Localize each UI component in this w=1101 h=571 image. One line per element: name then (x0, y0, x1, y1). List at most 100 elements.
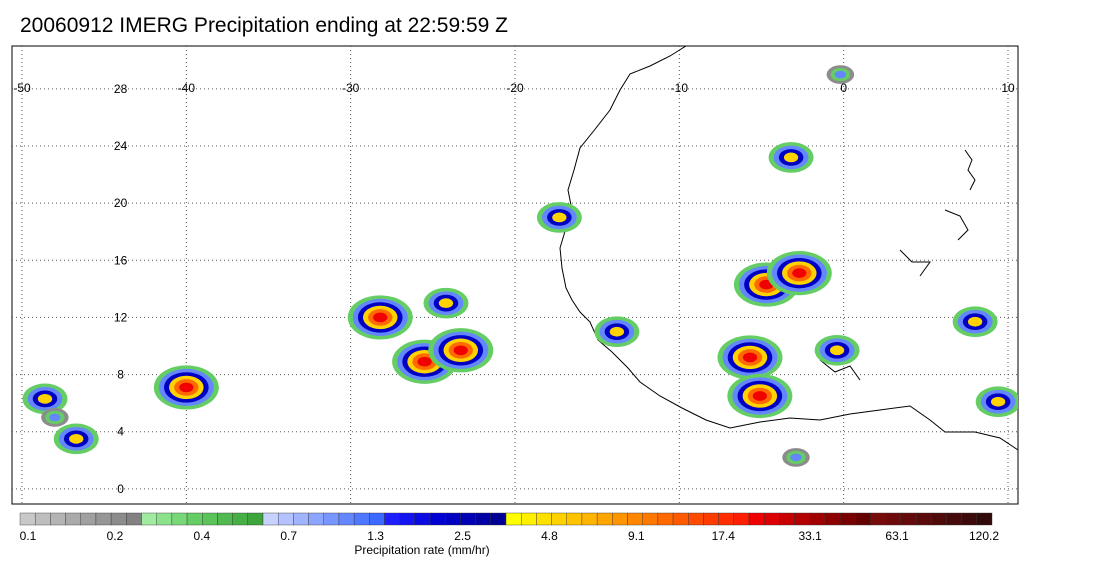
colorbar-tick-label: 0.4 (193, 529, 210, 543)
precip-cell (53, 423, 99, 455)
precip-contour (834, 70, 847, 79)
precip-contour (49, 413, 61, 422)
colorbar-swatch (931, 512, 947, 526)
colorbar-swatch (733, 512, 750, 526)
colorbar-swatch (399, 512, 416, 526)
colorbar-tick-label: 9.1 (628, 529, 645, 543)
colorbar-swatch (976, 512, 993, 526)
precip-contour (990, 396, 1006, 407)
colorbar-swatch (323, 512, 340, 526)
lat-tick-label: 4 (117, 425, 124, 439)
colorbar-swatch (627, 512, 643, 526)
lat-tick-label: 24 (114, 139, 128, 153)
colorbar (19, 512, 993, 526)
colorbar-swatch (855, 512, 871, 526)
colorbar-swatch (110, 512, 127, 526)
colorbar-swatch (581, 512, 598, 526)
colorbar-swatch (277, 512, 294, 526)
colorbar-swatch (414, 512, 431, 526)
colorbar-swatch (50, 512, 66, 526)
colorbar-swatch (308, 512, 324, 526)
colorbar-swatch (19, 512, 36, 526)
colorbar-swatch (551, 512, 567, 526)
latitude-labels: 0 4 8 12 16 20 24 28 (114, 82, 128, 496)
precip-cell (826, 65, 855, 84)
colorbar-swatch (171, 512, 188, 526)
precip-cell (727, 373, 793, 419)
precip-contour (783, 152, 799, 163)
precip-contour (967, 316, 983, 327)
colorbar-swatch (566, 512, 583, 526)
precip-contour (829, 345, 845, 356)
precip-contour (373, 312, 388, 323)
lat-tick-label: 16 (114, 253, 128, 267)
colorbar-swatch (763, 512, 780, 526)
precip-contour (790, 453, 802, 462)
precip-cell (952, 306, 998, 338)
colorbar-swatch (809, 512, 826, 526)
precip-contour (37, 393, 53, 404)
precip-cell (766, 251, 832, 296)
precip-contour (552, 212, 567, 223)
colorbar-swatch (718, 512, 735, 526)
colorbar-swatch (657, 512, 674, 526)
colorbar-swatch (748, 512, 765, 526)
lon-tick-label: 0 (840, 81, 847, 95)
colorbar-swatch (429, 512, 446, 526)
colorbar-tick-label: 0.1 (20, 529, 37, 543)
lon-tick-label: -20 (506, 81, 524, 95)
precip-cell (768, 142, 814, 173)
colorbar-tick-label: 33.1 (799, 529, 823, 543)
colorbar-swatch (126, 512, 142, 526)
lat-tick-label: 20 (114, 196, 128, 210)
colorbar-tick-label: 2.5 (454, 529, 471, 543)
colorbar-swatch (703, 512, 719, 526)
precip-contour (69, 433, 84, 444)
colorbar-tick-label: 0.2 (107, 529, 124, 543)
precip-contour (453, 345, 468, 356)
colorbar-swatch (824, 512, 841, 526)
precip-contour (752, 391, 767, 401)
precip-contour (609, 326, 625, 337)
colorbar-tick-label: 63.1 (885, 529, 909, 543)
colorbar-swatch (505, 512, 522, 526)
lon-tick-label: -50 (13, 81, 31, 95)
colorbar-swatch (262, 512, 279, 526)
colorbar-swatch (217, 512, 233, 526)
colorbar-tick-labels: 0.1 0.2 0.4 0.7 1.3 2.5 4.8 9.1 17.4 33.1 63.1 120.… (20, 529, 1000, 543)
precip-cell (41, 408, 69, 427)
colorbar-tick-label: 17.4 (712, 529, 736, 543)
colorbar-swatch (369, 512, 385, 526)
colorbar-title: Precipitation rate (mm/hr) (354, 543, 489, 557)
colorbar-tick-label: 0.7 (280, 529, 297, 543)
colorbar-swatch (688, 512, 704, 526)
colorbar-swatch (384, 512, 400, 526)
precip-cell (428, 328, 494, 373)
precip-contour (742, 352, 758, 363)
colorbar-swatch (247, 512, 264, 526)
colorbar-swatch (596, 512, 613, 526)
lat-lon-grid (12, 46, 1018, 504)
colorbar-swatch (642, 512, 659, 526)
colorbar-swatch (490, 512, 507, 526)
lat-tick-label: 28 (114, 82, 128, 96)
colorbar-tick-label: 120.2 (969, 529, 999, 543)
precip-cell (814, 334, 860, 366)
precip-cell (782, 448, 810, 467)
colorbar-swatch (80, 512, 97, 526)
colorbar-swatch (445, 512, 461, 526)
colorbar-swatch (520, 512, 537, 526)
precip-cell (153, 365, 219, 410)
colorbar-swatch (156, 512, 173, 526)
colorbar-swatch (353, 512, 370, 526)
colorbar-swatch (202, 512, 218, 526)
colorbar-swatch (338, 512, 355, 526)
lon-tick-label: -30 (342, 81, 360, 95)
precip-contour (438, 298, 454, 309)
precip-cell (22, 383, 68, 415)
precip-cell (347, 295, 413, 340)
colorbar-swatch (34, 512, 51, 526)
precip-cell (536, 202, 582, 233)
colorbar-swatch (612, 512, 628, 526)
precip-contour (179, 382, 194, 393)
